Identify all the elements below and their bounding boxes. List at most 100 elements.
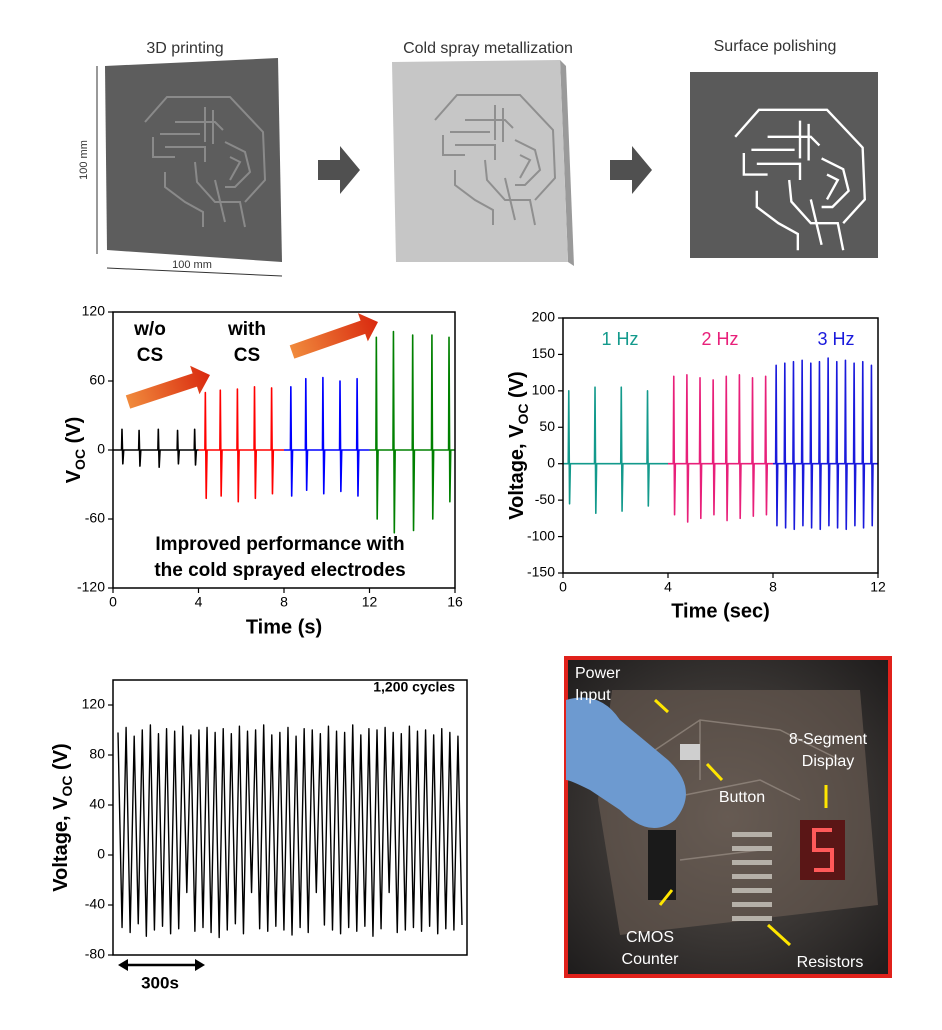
y-axis-label-part: Voltage, V <box>50 796 72 892</box>
annotation: with <box>227 319 266 340</box>
y-axis-label-part: OC <box>515 404 531 425</box>
y-tick-label: -150 <box>527 564 555 580</box>
annotation: w/o <box>133 319 166 340</box>
y-tick-label: -80 <box>85 946 105 962</box>
y-tick-label: 150 <box>532 345 556 361</box>
x-tick-label: 4 <box>195 594 203 610</box>
plate <box>690 72 878 258</box>
x-tick-label: 12 <box>362 594 378 610</box>
button <box>680 744 700 760</box>
x-tick-label: 8 <box>280 594 288 610</box>
photo-label: CMOS <box>626 929 674 946</box>
legend-label: 2 Hz <box>701 329 738 349</box>
step-label: 3D printing <box>146 40 223 57</box>
y-tick-label: -100 <box>527 527 555 543</box>
circuit-trace <box>434 94 557 226</box>
y-axis-label-part: (V) <box>506 371 528 403</box>
label-arrow <box>705 762 724 782</box>
photo-label: Button <box>719 789 765 806</box>
x-axis-label: Time (sec) <box>671 600 770 622</box>
process-arrow <box>318 146 360 194</box>
plot-frame <box>562 317 879 574</box>
y-tick-label: 120 <box>82 303 106 319</box>
y-tick-label: -40 <box>85 896 105 912</box>
label-arrow <box>653 698 670 714</box>
photo-label: Resistors <box>797 954 864 971</box>
annotation: CS <box>137 345 163 366</box>
resistor <box>732 846 772 851</box>
legend-label: 1 Hz <box>601 329 638 349</box>
y-axis-label-part: (V) <box>63 417 85 449</box>
y-tick-label: 0 <box>97 846 105 862</box>
step-label: Cold spray metallization <box>403 40 573 57</box>
circuit-trace <box>144 96 267 228</box>
y-tick-label: 0 <box>97 441 105 457</box>
photo-label: Power <box>575 665 621 682</box>
y-tick-label: -50 <box>535 491 555 507</box>
scale-bar-head <box>118 959 128 971</box>
y-axis-label-part: (V) <box>50 743 72 775</box>
x-tick-label: 8 <box>769 579 777 595</box>
circuit-trace <box>734 108 867 251</box>
y-axis-label-part: V <box>63 469 85 483</box>
y-tick-label: 40 <box>89 796 105 812</box>
x-tick-label: 16 <box>447 594 463 610</box>
y-axis-label: Voltage, VOC (V) <box>506 371 530 519</box>
resistor <box>732 902 772 907</box>
photo-label: Display <box>802 753 854 770</box>
trend-arrow <box>125 365 210 409</box>
glove-finger <box>566 697 686 828</box>
y-tick-label: 80 <box>89 746 105 762</box>
data-line <box>117 724 463 939</box>
plate-edge <box>560 60 574 266</box>
data-line <box>563 386 668 515</box>
y-axis-label-part: OC <box>72 449 88 470</box>
trend-arrow <box>289 313 379 359</box>
x-tick-label: 0 <box>109 594 117 610</box>
label-arrow <box>766 923 792 947</box>
step-label: Surface polishing <box>714 38 837 55</box>
resistor <box>732 860 772 865</box>
y-tick-label: 100 <box>532 382 556 398</box>
resistor <box>732 916 772 921</box>
data-line <box>198 385 284 503</box>
photo-label: 8-Segment <box>789 731 868 748</box>
y-tick-label: 200 <box>532 309 556 325</box>
resistor <box>732 874 772 879</box>
y-tick-label: 60 <box>89 372 105 388</box>
y-axis-label-part: OC <box>59 776 75 797</box>
dimension-line <box>106 267 283 277</box>
label-arrow <box>658 889 674 906</box>
y-tick-label: 0 <box>547 454 555 470</box>
annotation: the cold sprayed electrodes <box>154 560 405 581</box>
y-axis-label: VOC (V) <box>63 417 87 484</box>
y-tick-label: -60 <box>85 510 105 526</box>
x-tick-label: 12 <box>870 579 886 595</box>
chip <box>648 830 676 900</box>
annotation: CS <box>234 345 260 366</box>
y-axis-label-part: Voltage, V <box>506 424 528 520</box>
annotation: Improved performance with <box>155 534 404 555</box>
photo-label: Counter <box>622 951 680 968</box>
plate <box>105 58 282 262</box>
data-line <box>369 330 455 534</box>
display-digit <box>812 828 834 872</box>
y-tick-label: 120 <box>82 696 106 712</box>
annotation: 1,200 cycles <box>373 679 455 695</box>
data-line <box>113 428 199 469</box>
process-arrow <box>610 146 652 194</box>
plot-frame <box>112 679 468 956</box>
y-axis-label: Voltage, VOC (V) <box>50 743 74 891</box>
scale-bar-head <box>195 959 205 971</box>
y-tick-label: 50 <box>539 418 555 434</box>
data-line <box>668 374 773 523</box>
resistor <box>732 888 772 893</box>
resistor <box>732 832 772 837</box>
y-tick-label: -120 <box>77 579 105 595</box>
x-tick-label: 4 <box>664 579 672 595</box>
photo-label: Input <box>575 687 611 704</box>
plate <box>392 60 568 262</box>
x-tick-label: 0 <box>559 579 567 595</box>
scale-bar-label: 300s <box>141 973 179 992</box>
